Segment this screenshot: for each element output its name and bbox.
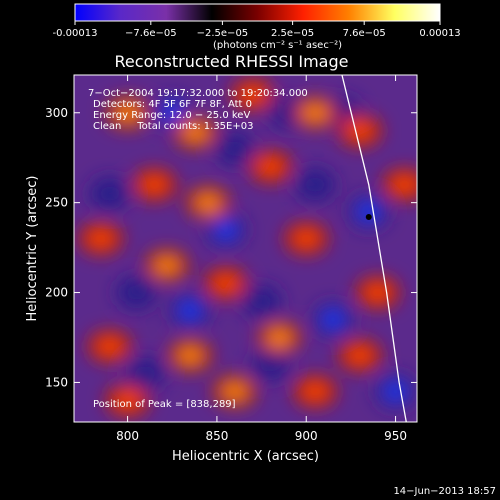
hot-blob-core <box>267 328 292 347</box>
cold-blob-core <box>180 301 201 320</box>
colorbar-units: (photons cm⁻² s⁻¹ asec⁻²) <box>213 40 342 51</box>
hot-blob-core <box>347 121 372 140</box>
cold-blob-core <box>385 382 406 401</box>
cold-blob <box>89 176 130 211</box>
y-axis-ticks: 150 200 250 300 <box>45 106 417 389</box>
hot-blob-core <box>115 103 140 122</box>
intensity-blobs <box>78 78 417 417</box>
annotation-energy: Energy Range: 12.0 − 25.0 keV <box>93 110 250 121</box>
hot-blob-core <box>365 283 390 302</box>
cold-blob <box>214 131 255 166</box>
hot-blob-core <box>213 274 238 293</box>
cold-blob <box>250 347 291 382</box>
hot-blob-core <box>392 175 417 194</box>
x-tick-label: 800 <box>116 429 139 443</box>
hot-blob-core <box>294 229 319 248</box>
hot-blob-core <box>154 256 179 275</box>
x-axis-ticks: 800 850 900 950 <box>116 75 407 443</box>
annotation-clean: Clean Total counts: 1.35E+03 <box>93 121 253 132</box>
solar-limb-line <box>341 75 407 422</box>
x-axis-label: Heliocentric X (arcsec) <box>172 449 319 464</box>
hot-blob-core <box>222 382 247 401</box>
x-tick-label: 950 <box>384 429 407 443</box>
cold-blob <box>116 275 157 310</box>
hot-blob-core <box>303 382 328 401</box>
y-tick-label: 150 <box>45 375 68 389</box>
cold-blob <box>125 356 166 391</box>
colorbar-tick-label: -0.00013 <box>53 28 98 39</box>
hot-blob-core <box>258 157 283 176</box>
hot-blob-core <box>347 346 372 365</box>
image-area <box>74 75 417 422</box>
y-tick-label: 250 <box>45 196 68 210</box>
hot-blob-core <box>115 391 140 410</box>
hot-blob-core <box>195 193 220 212</box>
colorbar-tick-label: 2.5e−05 <box>271 28 314 39</box>
y-tick-label: 300 <box>45 106 68 120</box>
hot-blob-core <box>183 123 208 142</box>
hot-blob-core <box>178 346 203 365</box>
hot-blob-core <box>240 85 265 104</box>
hot-blob-core <box>142 175 167 194</box>
cold-blob <box>241 284 282 319</box>
hot-blob-core <box>303 103 328 122</box>
hot-blob-core <box>97 337 122 356</box>
cold-blob-core <box>215 220 236 239</box>
peak-marker <box>365 214 372 221</box>
hot-blob-core <box>88 229 113 248</box>
y-tick-label: 200 <box>45 286 68 300</box>
colorbar-tick-label: 0.00013 <box>419 28 460 39</box>
x-tick-label: 850 <box>205 429 228 443</box>
annotation-peak: Position of Peak = [838,289] <box>93 399 236 410</box>
chart-title: Reconstructed RHESSI Image <box>115 52 349 71</box>
plot-frame <box>73 74 418 423</box>
cold-blob <box>295 167 336 202</box>
annotation-time: 7−Oct−2004 19:17:32.000 to 19:20:34.000 <box>88 88 308 99</box>
x-tick-label: 900 <box>295 429 318 443</box>
colorbar <box>74 3 441 22</box>
footer-date: 14−Jun−2013 18:57 <box>393 486 496 497</box>
y-axis-label: Heliocentric Y (arcsec) <box>25 176 40 322</box>
colorbar-ticks: -0.00013 −7.6e−05 −2.5e−05 2.5e−05 7.6e−05 0.… <box>53 21 461 39</box>
colorbar-tick-label: −2.5e−05 <box>197 28 249 39</box>
cold-blob-core <box>162 103 183 122</box>
annotation-detectors: Detectors: 4F 5F 6F 7F 8F, Att 0 <box>93 99 252 110</box>
cold-blob-core <box>323 310 344 329</box>
colorbar-tick-label: −7.6e−05 <box>125 28 177 39</box>
colorbar-tick-label: 7.6e−05 <box>343 28 386 39</box>
